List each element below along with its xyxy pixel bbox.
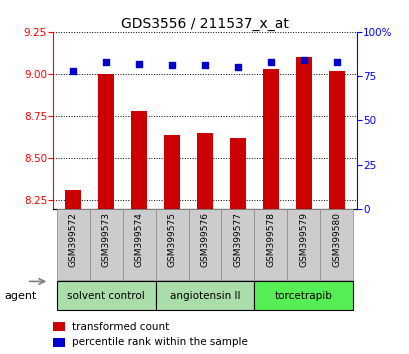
Bar [56,209,89,280]
Bar [287,209,320,280]
Bar [295,57,311,209]
Bar [56,281,155,310]
Point [169,63,175,68]
Text: angiotensin II: angiotensin II [169,291,240,301]
Bar [328,71,344,209]
Text: GSM399572: GSM399572 [68,212,77,267]
Bar [155,209,188,280]
Bar [65,190,81,209]
Point [300,57,306,63]
Text: percentile rank within the sample: percentile rank within the sample [71,337,247,348]
Text: GSM399575: GSM399575 [167,212,176,267]
Bar [122,209,155,280]
Bar [98,74,114,209]
Title: GDS3556 / 211537_x_at: GDS3556 / 211537_x_at [121,17,288,31]
Text: GSM399579: GSM399579 [299,212,308,267]
Point [70,68,76,74]
Point [234,64,240,70]
Text: GSM399580: GSM399580 [332,212,341,267]
Text: solvent control: solvent control [67,291,145,301]
Text: torcetrapib: torcetrapib [274,291,332,301]
Bar [188,209,221,280]
Bar [254,281,353,310]
Point [267,59,274,65]
Bar [53,338,65,347]
Text: transformed count: transformed count [71,321,169,332]
Point [103,59,109,65]
Text: GSM399574: GSM399574 [134,212,143,267]
Bar [89,209,122,280]
Bar [254,209,287,280]
Bar [229,138,246,209]
Bar [130,111,147,209]
Bar [155,281,254,310]
Point [135,61,142,67]
Text: agent: agent [4,291,36,301]
Text: GSM399577: GSM399577 [233,212,242,267]
Bar [262,69,279,209]
Text: GSM399578: GSM399578 [266,212,275,267]
Bar [320,209,353,280]
Bar [53,322,65,331]
Bar [163,135,180,209]
Point [333,59,339,65]
Bar [221,209,254,280]
Point [201,63,208,68]
Bar [196,133,213,209]
Text: GSM399576: GSM399576 [200,212,209,267]
Text: GSM399573: GSM399573 [101,212,110,267]
